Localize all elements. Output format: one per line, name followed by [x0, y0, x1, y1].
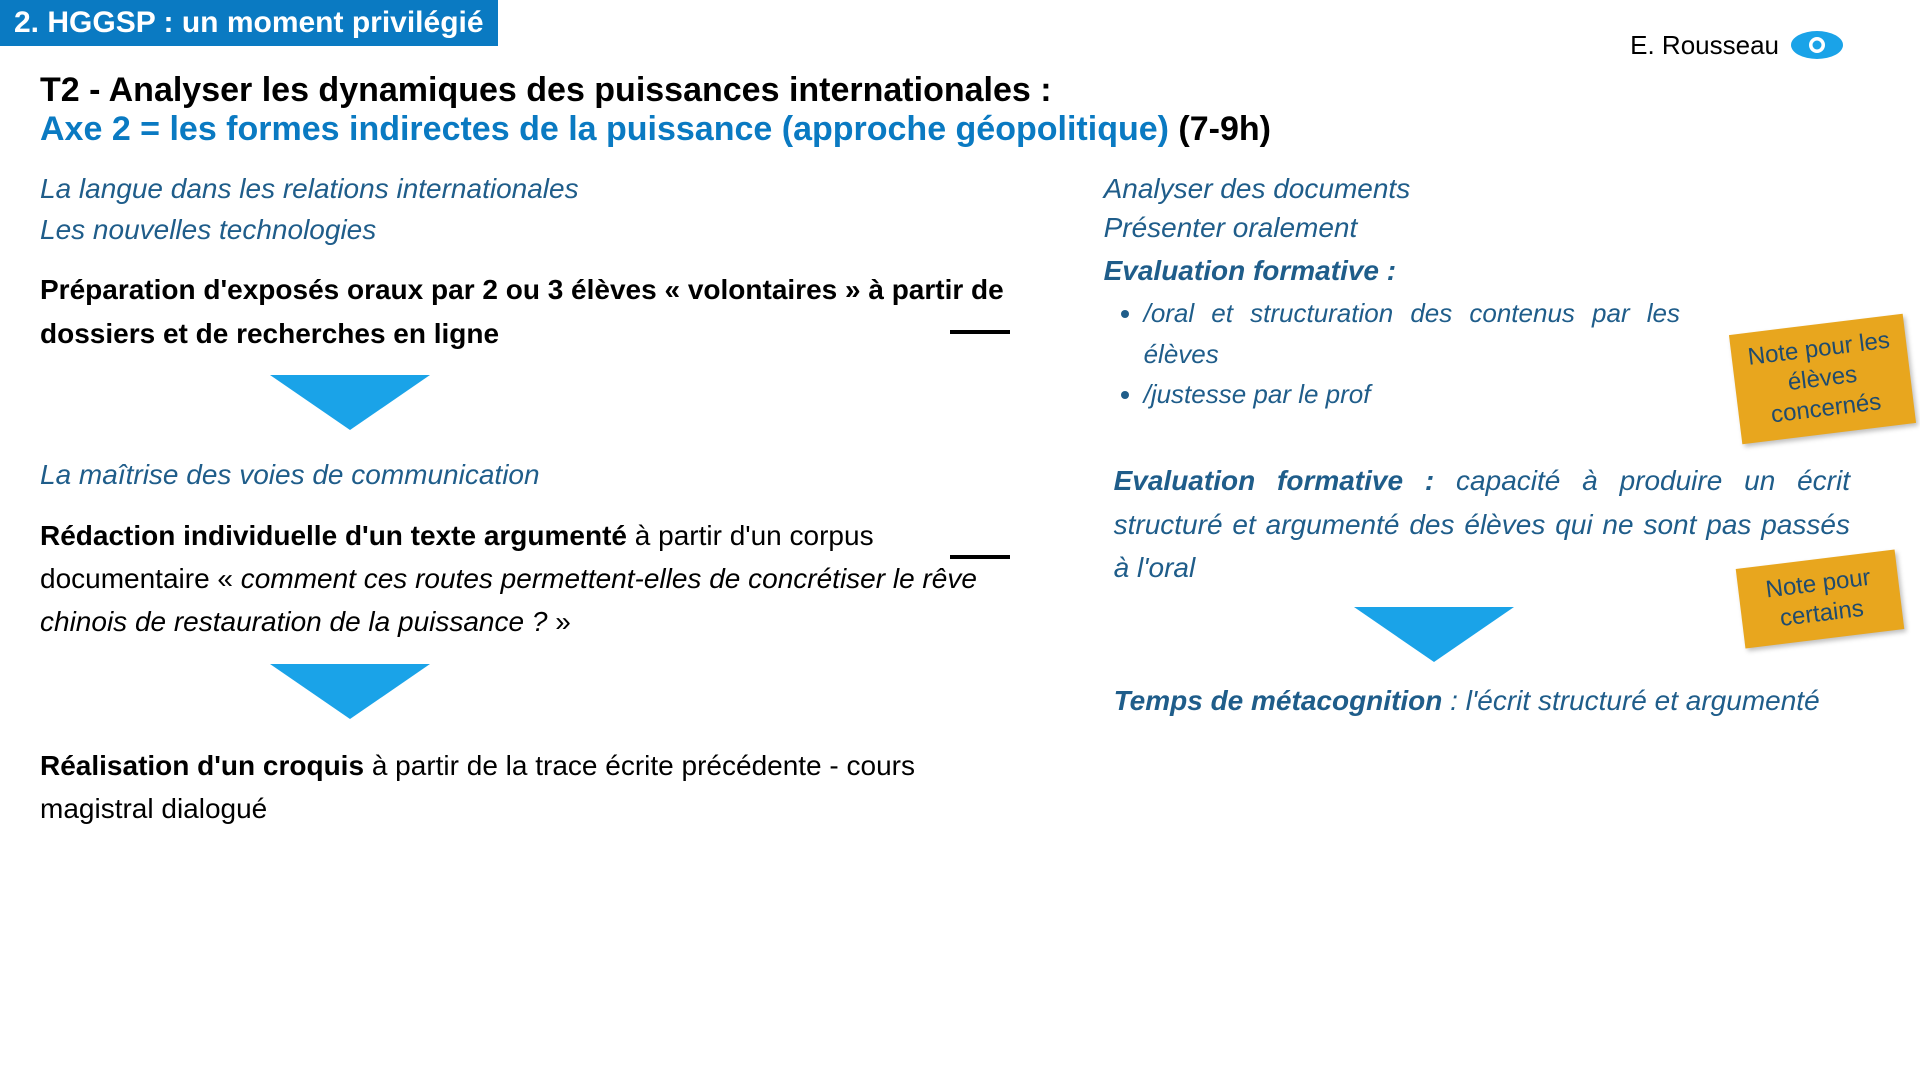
title-axe: Axe 2 = les formes indirectes de la puis… [40, 110, 1169, 148]
arrow-down-icon [270, 664, 430, 719]
meta-rest: : l'écrit structuré et argumenté [1442, 685, 1819, 716]
left-column: La langue dans les relations internation… [40, 169, 1034, 831]
left-p1-bold: Préparation d'exposés oraux par 2 ou 3 é… [40, 274, 1004, 348]
right-top-1: Analyser des documents [1104, 169, 1880, 208]
evaluation-title: Evaluation formative : [1104, 255, 1880, 287]
title-hours: (7-9h) [1169, 110, 1271, 148]
left-paragraph-2: Rédaction individuelle d'un texte argume… [40, 514, 1034, 644]
title-line-2: Axe 2 = les formes indirectes de la puis… [40, 110, 1880, 149]
meta-bold: Temps de métacognition [1114, 685, 1443, 716]
left-subheading-1a: La langue dans les relations internation… [40, 169, 1034, 210]
left-paragraph-3: Réalisation d'un croquis à partir de la … [40, 744, 1034, 831]
author-name: E. Rousseau [1630, 30, 1779, 61]
eye-icon [1789, 28, 1845, 62]
right-top-2: Présenter oralement [1104, 208, 1880, 247]
section-banner: 2. HGGSP : un moment privilégié [0, 0, 498, 46]
author-block: E. Rousseau [1630, 28, 1845, 62]
content-columns: La langue dans les relations internation… [40, 169, 1880, 831]
sticky-note-1: Note pour les élèves concernés [1729, 314, 1916, 445]
left-subheading-1b: Les nouvelles technologies [40, 210, 1034, 251]
left-paragraph-1: Préparation d'exposés oraux par 2 ou 3 é… [40, 268, 1034, 355]
left-subheading-2: La maîtrise des voies de communication [40, 455, 1034, 496]
eval2-bold: Evaluation formative : [1114, 465, 1435, 496]
left-p2-bold: Rédaction individuelle d'un texte argume… [40, 520, 627, 551]
right-column: Analyser des documents Présenter oraleme… [1054, 169, 1880, 831]
arrow-down-icon [1354, 607, 1514, 662]
title-block: T2 - Analyser les dynamiques des puissan… [40, 71, 1880, 149]
left-p3-bold: Réalisation d'un croquis [40, 750, 364, 781]
left-p2-rest-b: » [547, 606, 570, 637]
title-line-1: T2 - Analyser les dynamiques des puissan… [40, 71, 1880, 110]
metacognition: Temps de métacognition : l'écrit structu… [1114, 680, 1850, 722]
arrow-down-icon [270, 375, 430, 430]
